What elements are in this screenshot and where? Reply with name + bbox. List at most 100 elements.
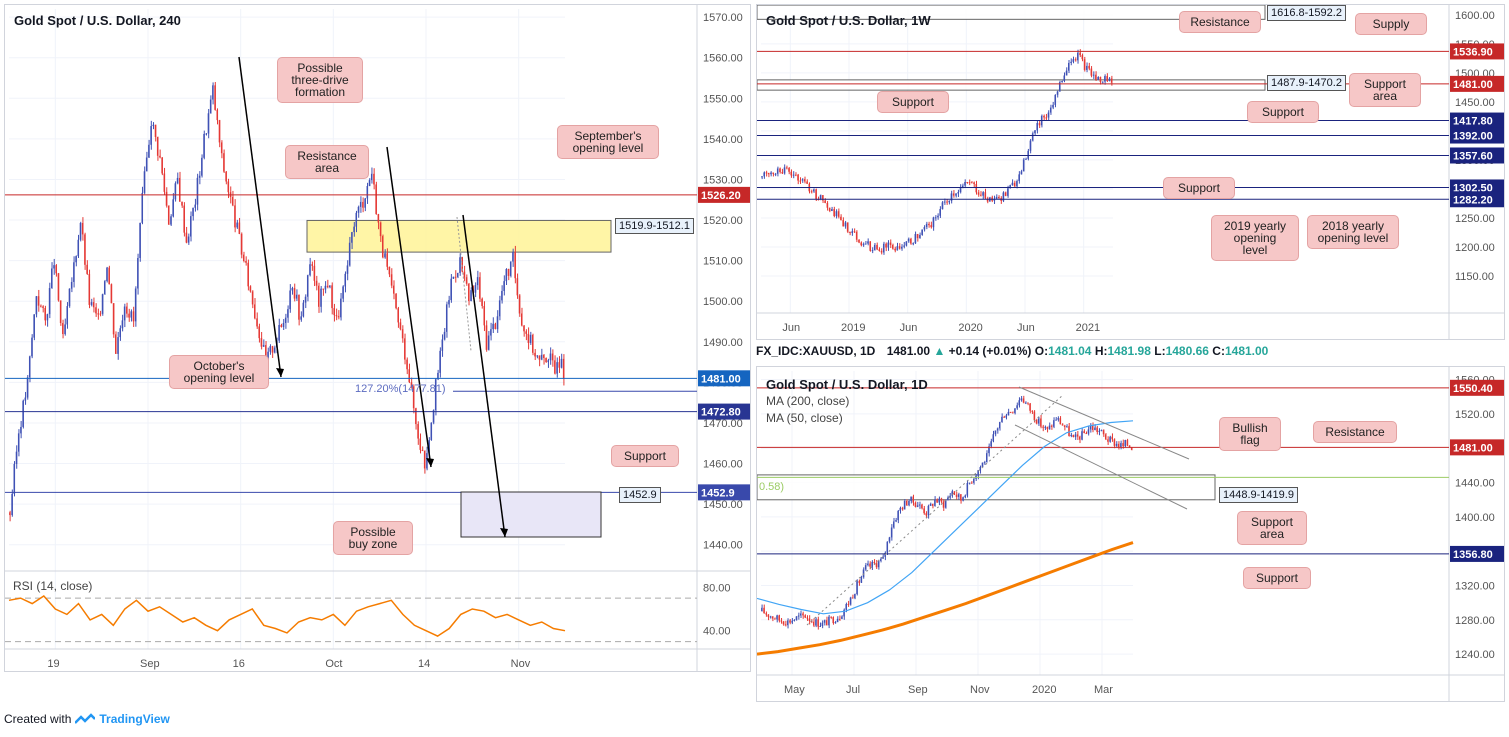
candle-body: [234, 205, 236, 228]
candle-body: [53, 265, 55, 269]
rsi-line: [8, 595, 566, 637]
candle-body: [207, 113, 210, 134]
candle-body: [1086, 65, 1088, 70]
daily-chart-svg[interactable]: 1240.001280.001320.001360.001400.001440.…: [757, 367, 1505, 702]
candle-body: [304, 296, 307, 303]
candle-body: [998, 422, 1001, 429]
y-tick-label: 1440.00: [1455, 478, 1495, 490]
candle-body: [265, 345, 267, 360]
candle-body: [812, 621, 815, 626]
candle-body: [825, 620, 828, 626]
zone-label-support-area-weekly: 1487.9-1470.2: [1267, 75, 1346, 91]
candle-body: [1092, 74, 1095, 76]
candle-body: [788, 168, 790, 172]
candle-body: [216, 109, 219, 121]
candle-body: [867, 563, 869, 566]
quote-low-label: L:: [1154, 344, 1166, 358]
weekly-chart-panel[interactable]: 1150.001200.001250.001300.001350.001400.…: [756, 4, 1505, 340]
candle-body: [824, 200, 826, 204]
candle-body: [821, 622, 824, 626]
price-tag-label: 1417.80: [1453, 116, 1493, 128]
candle-body: [966, 483, 969, 496]
candle-body: [901, 507, 904, 510]
candle-body: [804, 179, 806, 182]
candle-body: [996, 428, 999, 431]
candle-body: [789, 620, 791, 623]
candle-body: [1077, 52, 1079, 61]
daily-chart-panel[interactable]: 1240.001280.001320.001360.001400.001440.…: [756, 366, 1505, 702]
candle-body: [212, 85, 214, 100]
x-tick-label: Jul: [846, 684, 860, 696]
candle-body: [156, 137, 159, 156]
candle-body: [9, 512, 11, 516]
candle-body: [393, 285, 395, 294]
candle-body: [858, 239, 860, 243]
triangle-up-icon: ▲: [933, 344, 946, 358]
candle-body: [1102, 430, 1105, 435]
ma50-line: [757, 420, 1134, 615]
candle-body: [529, 334, 532, 343]
candle-body: [979, 467, 982, 471]
candle-body: [351, 232, 353, 243]
candle-body: [15, 451, 18, 464]
candle-body: [947, 497, 949, 501]
candle-body: [1005, 415, 1007, 418]
candle-body: [936, 499, 938, 503]
h4-chart-svg[interactable]: 1440.00 1450.00 1460.00 1470.00 14 80.00 1490.…: [5, 5, 751, 672]
candle-body: [761, 176, 763, 178]
rsi-title: RSI (14, close): [13, 579, 93, 593]
annotation-support-weekly-3: Support: [1163, 177, 1235, 199]
candle-body: [1043, 115, 1045, 118]
candle-body: [784, 624, 787, 626]
candle-body: [1110, 78, 1113, 83]
price-tag-label: 1392.00: [1453, 131, 1493, 143]
candle-body: [121, 320, 124, 329]
candle-body: [921, 504, 923, 509]
candle-body: [503, 281, 505, 291]
candle-body: [951, 491, 953, 496]
candle-body: [1108, 78, 1111, 81]
candle-body: [340, 298, 342, 318]
price-tag-bg: [1450, 379, 1504, 396]
candle-body: [287, 309, 289, 318]
candle-body: [1024, 402, 1027, 404]
candle-body: [492, 323, 494, 330]
candle-body: [115, 334, 117, 354]
candle-body: [390, 274, 393, 286]
y-tick-label: 1550.00: [703, 93, 743, 105]
candle-body: [886, 541, 889, 553]
candle-body: [806, 617, 809, 619]
candle-body: [908, 501, 910, 506]
candle-body: [481, 298, 483, 306]
candle-body: [417, 424, 419, 439]
weekly-chart-svg[interactable]: 1150.001200.001250.001300.001350.001400.…: [757, 5, 1505, 340]
candle-body: [888, 537, 891, 542]
h4-chart-panel[interactable]: 1440.00 1450.00 1460.00 1470.00 14 80.00 1490.…: [4, 4, 751, 672]
candle-body: [558, 362, 561, 368]
candle-body: [137, 257, 139, 289]
y-tick-label: 1450.00: [703, 499, 743, 511]
candle-body: [779, 168, 781, 173]
candle-body: [461, 257, 463, 272]
candle-body: [771, 616, 774, 619]
x-tick-label: 19: [47, 658, 59, 670]
footer-created-with: Created with: [4, 712, 72, 726]
candle-body: [901, 246, 903, 249]
candle-body: [443, 331, 446, 340]
candle-body: [432, 410, 435, 423]
candle-body: [1020, 398, 1023, 401]
candle-body: [787, 620, 789, 626]
candle-body: [445, 304, 448, 332]
candle-body: [765, 172, 768, 174]
footer-brand[interactable]: TradingView: [99, 712, 170, 726]
quote-high-label: H:: [1094, 344, 1108, 358]
fib-label-h4: 127.20%(1477.81): [355, 383, 446, 395]
candle-body: [1074, 59, 1077, 61]
candle-body: [284, 317, 287, 323]
candle-body: [1003, 416, 1005, 418]
candle-body: [11, 493, 13, 516]
quote-close-label: C:: [1212, 344, 1225, 358]
candle-body: [1029, 140, 1032, 151]
candle-body: [203, 133, 205, 158]
candle-body: [817, 619, 819, 627]
